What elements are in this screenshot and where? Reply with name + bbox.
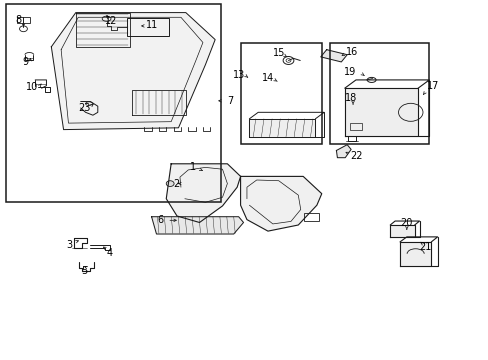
Text: 16: 16 xyxy=(345,47,358,57)
Polygon shape xyxy=(389,225,414,237)
Text: 12: 12 xyxy=(105,16,118,26)
Text: 14: 14 xyxy=(261,73,274,84)
Text: 15: 15 xyxy=(272,48,285,58)
Circle shape xyxy=(166,181,174,186)
Text: 1: 1 xyxy=(190,162,196,172)
Bar xyxy=(329,43,428,144)
Text: 5: 5 xyxy=(81,266,87,276)
Bar xyxy=(127,18,168,36)
Text: 22: 22 xyxy=(350,150,363,161)
Bar xyxy=(304,213,318,221)
Text: 3: 3 xyxy=(66,240,72,250)
Polygon shape xyxy=(399,242,430,266)
Text: 17: 17 xyxy=(426,81,438,91)
Text: 9: 9 xyxy=(22,57,28,67)
Polygon shape xyxy=(151,217,243,234)
Bar xyxy=(349,123,361,130)
Text: 21: 21 xyxy=(418,242,431,252)
Polygon shape xyxy=(51,13,215,130)
Text: 11: 11 xyxy=(146,20,159,30)
Polygon shape xyxy=(166,164,240,222)
Text: 18: 18 xyxy=(344,93,357,103)
Text: 19: 19 xyxy=(343,67,356,77)
Polygon shape xyxy=(249,119,315,137)
Polygon shape xyxy=(336,145,350,158)
Text: 10: 10 xyxy=(25,82,38,92)
Polygon shape xyxy=(320,50,346,62)
Polygon shape xyxy=(240,176,321,231)
Bar xyxy=(240,43,321,144)
Text: 8: 8 xyxy=(16,15,21,25)
Text: 4: 4 xyxy=(107,248,113,258)
Text: 2: 2 xyxy=(173,179,179,189)
Bar xyxy=(6,4,221,202)
Text: 7: 7 xyxy=(226,96,232,106)
Text: 6: 6 xyxy=(157,215,163,225)
Text: 20: 20 xyxy=(400,218,412,228)
Text: 23: 23 xyxy=(78,103,90,113)
Polygon shape xyxy=(344,88,417,136)
Text: 13: 13 xyxy=(232,69,244,80)
